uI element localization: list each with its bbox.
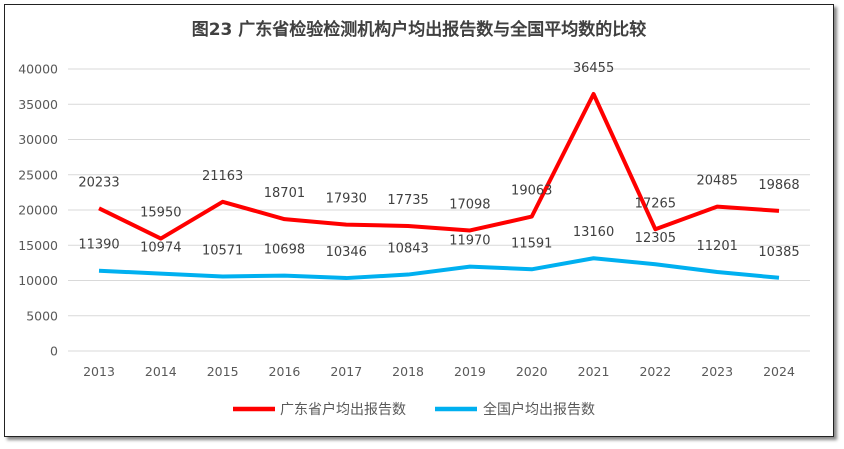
- x-tick-label: 2019: [454, 364, 486, 379]
- x-tick-label: 2018: [392, 364, 424, 379]
- data-label: 17098: [449, 197, 490, 212]
- x-tick-label: 2020: [516, 364, 548, 379]
- data-label: 18701: [264, 186, 305, 201]
- legend-label-national: 全国户均出报告数: [483, 401, 595, 418]
- x-tick-label: 2021: [578, 364, 610, 379]
- data-label: 17930: [326, 192, 367, 207]
- series-line-1: [98, 256, 780, 281]
- data-label: 20233: [78, 175, 119, 190]
- y-tick-label: 10000: [18, 273, 58, 288]
- y-tick-label: 25000: [18, 167, 58, 182]
- y-tick-label: 30000: [18, 132, 58, 147]
- y-tick-label: 5000: [26, 308, 58, 323]
- legend: 广东省户均出报告数 全国户均出报告数: [233, 401, 595, 418]
- data-label: 11591: [511, 236, 552, 251]
- data-label: 11970: [449, 234, 490, 249]
- data-label: 19063: [511, 184, 552, 199]
- data-label: 10843: [387, 242, 428, 257]
- chart-frame: [4, 4, 834, 437]
- y-tick-label: 40000: [18, 62, 58, 77]
- data-label: 17265: [635, 196, 676, 211]
- y-tick-label: 20000: [18, 203, 58, 218]
- series-line-0: [98, 91, 780, 241]
- x-tick-label: 2022: [639, 364, 671, 379]
- y-tick-label: 0: [50, 344, 58, 359]
- y-tick-label: 35000: [18, 97, 58, 112]
- data-label: 10385: [758, 245, 799, 260]
- data-label: 17735: [387, 193, 428, 208]
- data-label: 10974: [140, 241, 181, 256]
- x-tick-label: 2017: [330, 364, 362, 379]
- chart-title: 图23 广东省检验检测机构户均出报告数与全国平均数的比较: [192, 19, 647, 40]
- y-tick-label: 15000: [18, 238, 58, 253]
- x-tick-label: 2013: [83, 364, 115, 379]
- x-tick-label: 2014: [145, 364, 177, 379]
- data-label: 13160: [573, 225, 614, 240]
- x-tick-label: 2024: [763, 364, 795, 379]
- data-label: 12305: [635, 231, 676, 246]
- data-label: 36455: [573, 61, 614, 76]
- x-tick-label: 2016: [269, 364, 301, 379]
- data-label: 21163: [202, 169, 243, 184]
- x-tick-label: 2015: [207, 364, 239, 379]
- data-label: 11201: [697, 239, 738, 254]
- data-label: 10346: [326, 245, 367, 260]
- data-label: 19868: [758, 178, 799, 193]
- data-label: 11390: [78, 238, 119, 253]
- x-tick-label: 2023: [701, 364, 733, 379]
- data-label: 10698: [264, 243, 305, 258]
- data-label: 20485: [697, 174, 738, 189]
- data-label: 15950: [140, 206, 181, 221]
- legend-label-guangdong: 广东省户均出报告数: [280, 401, 406, 418]
- data-label: 10571: [202, 243, 243, 258]
